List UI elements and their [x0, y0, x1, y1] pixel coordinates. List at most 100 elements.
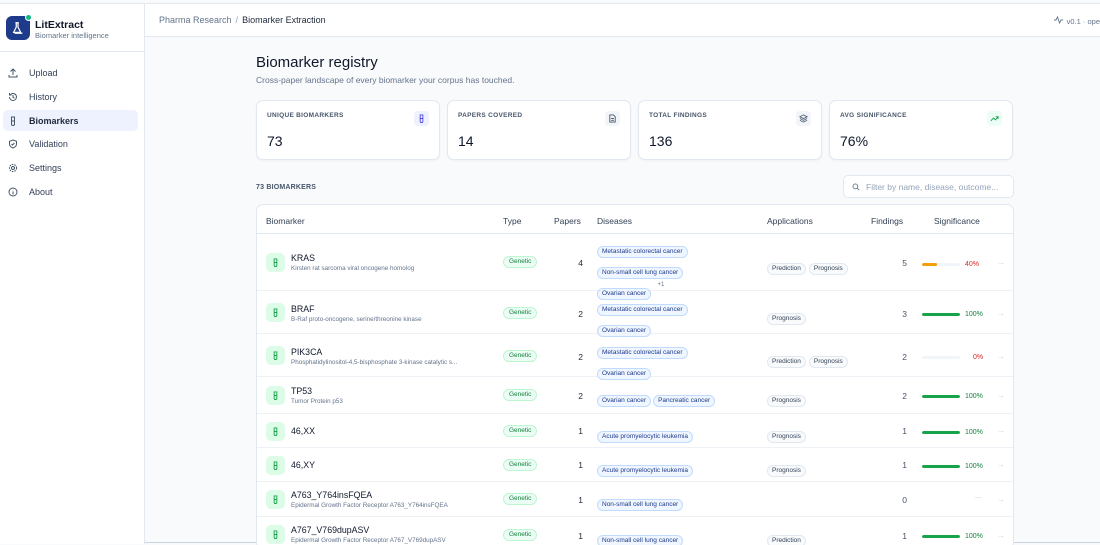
- arrow-right-icon[interactable]: →: [997, 531, 1005, 540]
- test-tube-icon: [266, 456, 285, 475]
- disease-list: Metastatic colorectal cancer Ovarian can…: [597, 298, 757, 340]
- column-header-papers[interactable]: Papers: [554, 216, 581, 226]
- disease-chip[interactable]: Non-small cell lung cancer: [597, 499, 684, 511]
- biomarker-name[interactable]: KRAS: [291, 253, 315, 263]
- test-tube-icon: [266, 346, 285, 365]
- significance-bar: [922, 535, 960, 538]
- arrow-right-icon[interactable]: →: [997, 460, 1005, 469]
- disease-chip[interactable]: Ovarian cancer: [597, 325, 652, 337]
- significance-value: 100%: [965, 463, 983, 470]
- activity-icon: [1053, 15, 1063, 26]
- column-header-biomarker[interactable]: Biomarker: [266, 216, 305, 226]
- table-row[interactable]: 46,XX Genetic 1 Acute promyelocytic leuk…: [257, 414, 1013, 448]
- application-list: Prognosis: [767, 389, 809, 407]
- biomarker-full-name: Epidermal Growth Factor Receptor A763_Y7…: [291, 502, 448, 509]
- sidebar-item-label: About: [29, 186, 53, 197]
- table-row[interactable]: PIK3CA Phosphatidylinositol-4,5-bisphosp…: [257, 334, 1013, 380]
- arrow-right-icon[interactable]: →: [997, 391, 1005, 400]
- disease-chip[interactable]: Metastatic colorectal cancer: [597, 347, 688, 359]
- sidebar-item-history[interactable]: History: [3, 86, 138, 107]
- application-chip: Prediction: [767, 356, 806, 368]
- stat-label: PAPERS COVERED: [458, 112, 523, 119]
- papers-count: 1: [578, 495, 583, 505]
- disease-chip[interactable]: Metastatic colorectal cancer: [597, 246, 688, 258]
- arrow-right-icon[interactable]: →: [997, 426, 1005, 435]
- significance-value: 100%: [965, 311, 983, 318]
- arrow-right-icon[interactable]: →: [997, 352, 1005, 361]
- biomarker-name[interactable]: TP53: [291, 386, 313, 396]
- search-icon: [852, 178, 860, 196]
- findings-count: 1: [902, 426, 907, 436]
- arrow-right-icon[interactable]: →: [997, 495, 1005, 504]
- column-header-type[interactable]: Type: [503, 216, 522, 226]
- stat-value: 76%: [840, 133, 869, 149]
- stat-card-avg-significance: AVG SIGNIFICANCE 76%: [829, 100, 1013, 160]
- disease-chip[interactable]: Ovarian cancer: [597, 288, 652, 300]
- application-list: Prediction Prognosis: [767, 257, 851, 275]
- document-icon: [605, 111, 620, 126]
- significance-bar-fill: [922, 535, 960, 538]
- table-row[interactable]: TP53 Tumor Protein p53 Genetic 2 Ovarian…: [257, 377, 1013, 414]
- application-list: Prognosis: [767, 459, 809, 477]
- application-list: Prediction: [767, 529, 809, 545]
- sidebar-item-biomarkers[interactable]: Biomarkers: [3, 110, 138, 131]
- significance-value: 100%: [965, 393, 983, 400]
- stat-label: TOTAL FINDINGS: [649, 112, 708, 119]
- biomarker-name[interactable]: A763_Y764insFQEA: [291, 490, 373, 500]
- table-row[interactable]: KRAS Kirsten rat sarcoma viral oncogene …: [257, 234, 1013, 300]
- test-tube-icon: [266, 525, 285, 544]
- disease-chip[interactable]: Acute promyelocytic leukemia: [597, 431, 693, 443]
- filter-input[interactable]: [866, 181, 1011, 192]
- stat-value: 73: [267, 133, 283, 149]
- disease-chip[interactable]: Non-small cell lung cancer: [597, 535, 684, 545]
- sidebar-item-upload[interactable]: Upload: [3, 62, 138, 83]
- application-chip: Prognosis: [808, 356, 848, 368]
- disease-list: Non-small cell lung cancer: [597, 529, 757, 545]
- disease-chip[interactable]: Metastatic colorectal cancer: [597, 304, 688, 316]
- sidebar: LitExtract Biomarker intelligence Upload…: [0, 4, 145, 544]
- table-row[interactable]: A767_V769dupASV Epidermal Growth Factor …: [257, 517, 1013, 545]
- column-header-significance[interactable]: Significance: [934, 216, 980, 226]
- sidebar-item-settings[interactable]: Settings: [3, 157, 138, 178]
- more-diseases-count[interactable]: +1: [657, 282, 665, 288]
- sidebar-item-label: Validation: [29, 138, 68, 149]
- filter-box[interactable]: [843, 175, 1014, 198]
- stat-card-papers-covered: PAPERS COVERED 14: [447, 100, 631, 160]
- application-chip: Prognosis: [767, 431, 806, 443]
- disease-chip[interactable]: Non-small cell lung cancer: [597, 267, 684, 279]
- application-chip: Prediction: [767, 263, 806, 275]
- disease-chip[interactable]: Ovarian cancer: [597, 368, 652, 380]
- disease-list: Metastatic colorectal cancer Ovarian can…: [597, 341, 757, 383]
- table-row[interactable]: A763_Y764insFQEA Epidermal Growth Factor…: [257, 482, 1013, 517]
- biomarker-name[interactable]: PIK3CA: [291, 347, 323, 357]
- biomarker-name[interactable]: 46,XX: [291, 426, 315, 436]
- biomarker-name[interactable]: BRAF: [291, 304, 315, 314]
- application-list: Prognosis: [767, 307, 809, 325]
- significance-bar: [922, 431, 960, 434]
- breadcrumb-parent[interactable]: Pharma Research: [159, 15, 232, 25]
- table-row[interactable]: BRAF B-Raf proto-oncogene, serine/threon…: [257, 291, 1013, 337]
- disease-chip[interactable]: Acute promyelocytic leukemia: [597, 465, 693, 477]
- biomarker-name[interactable]: A767_V769dupASV: [291, 525, 370, 535]
- column-header-findings[interactable]: Findings: [871, 216, 904, 226]
- application-list: Prediction Prognosis: [767, 350, 851, 368]
- biomarker-name[interactable]: 46,XY: [291, 460, 315, 470]
- papers-count: 4: [578, 258, 583, 268]
- upload-icon: [8, 67, 18, 78]
- arrow-right-icon[interactable]: →: [997, 309, 1005, 318]
- column-header-diseases[interactable]: Diseases: [597, 216, 632, 226]
- page-subtitle: Cross-paper landscape of every biomarker…: [256, 75, 515, 85]
- significance-bar: [922, 465, 960, 468]
- sidebar-item-about[interactable]: About: [3, 181, 138, 202]
- papers-count: 1: [578, 460, 583, 470]
- arrow-right-icon[interactable]: →: [997, 258, 1005, 267]
- disease-chip[interactable]: Pancreatic cancer: [653, 395, 716, 407]
- significance-bar: [922, 395, 960, 398]
- biomarker-table: Biomarker Type Papers Diseases Applicati…: [256, 204, 1014, 545]
- column-header-applications[interactable]: Applications: [767, 216, 813, 226]
- sidebar-item-validation[interactable]: Validation: [3, 133, 138, 154]
- disease-chip[interactable]: Ovarian cancer: [597, 395, 652, 407]
- stat-value: 14: [458, 133, 474, 149]
- breadcrumb-separator: /: [235, 15, 239, 25]
- table-row[interactable]: 46,XY Genetic 1 Acute promyelocytic leuk…: [257, 448, 1013, 482]
